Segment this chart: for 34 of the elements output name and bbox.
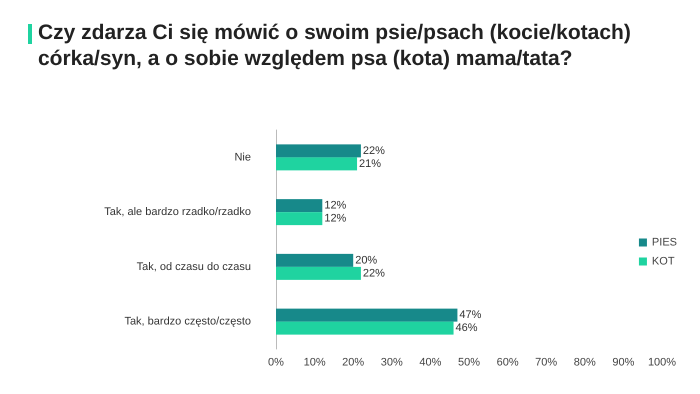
y-tick-label: Nie [234, 151, 251, 164]
data-label: 46% [456, 322, 478, 334]
x-tick-label: 10% [304, 356, 326, 368]
x-tick-label: 100% [648, 356, 676, 368]
legend-label: KOT [652, 256, 675, 268]
data-label: 20% [355, 254, 378, 266]
bar [276, 212, 322, 226]
data-label: 22% [362, 144, 386, 157]
bar [276, 144, 361, 158]
y-tick-label: Tak, od czasu do czasu [136, 260, 251, 273]
data-label: 47% [459, 309, 482, 322]
x-tick-label: 50% [458, 356, 480, 368]
bar [276, 157, 358, 170]
x-tick-label: 30% [380, 356, 404, 368]
y-tick-label: Tak, ale bardzo rzadko/rzadko [104, 206, 251, 218]
bar [276, 308, 458, 322]
x-tick-label: 0% [268, 356, 284, 368]
y-tick-label: Tak, bardzo często/często [124, 316, 251, 328]
x-tick-label: 20% [342, 356, 364, 368]
x-tick-label: 40% [419, 356, 442, 368]
chart-title: Czy zdarza Ci się mówić o swoim psie/psach (kocie/kotach) córka/syn, a o sobie względem psa (kota) mama/tata? [38, 20, 632, 72]
bar [276, 199, 322, 212]
data-label: 22% [362, 267, 386, 280]
x-tick-label: 60% [496, 356, 519, 368]
bar [276, 322, 454, 335]
x-tick-label: 70% [535, 356, 558, 368]
bar [276, 266, 361, 280]
x-tick-label: 90% [612, 356, 635, 368]
data-label: 12% [324, 212, 347, 225]
x-tick-label: 80% [574, 356, 596, 368]
data-label: 12% [324, 200, 347, 212]
legend-label: PIES [652, 236, 678, 248]
data-label: 21% [359, 158, 382, 170]
bar [276, 254, 354, 267]
